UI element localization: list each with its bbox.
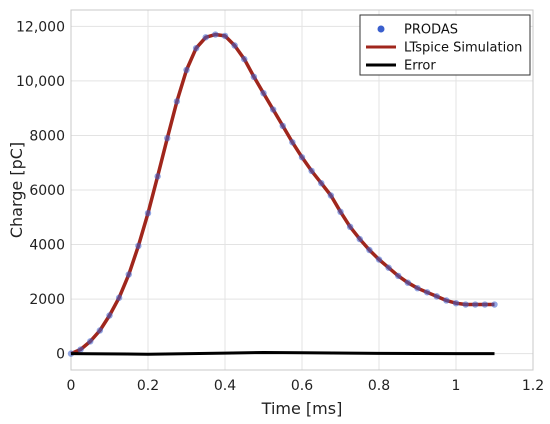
plot-frame	[70, 9, 534, 371]
legend-label-ltspice: LTspice Simulation	[404, 41, 522, 56]
series-point-prodas	[375, 256, 383, 263]
series-point-prodas	[395, 272, 402, 280]
series-point-prodas	[385, 264, 392, 271]
series-point-prodas	[212, 31, 219, 38]
series-point-prodas	[433, 293, 440, 300]
series-point-prodas	[308, 167, 315, 175]
y-tick-label: 0	[56, 347, 65, 363]
x-tick-label: 0.2	[137, 378, 159, 394]
series-point-prodas	[462, 301, 469, 308]
series-point-prodas	[269, 106, 277, 113]
series-point-prodas	[250, 73, 258, 81]
series-point-prodas	[231, 42, 238, 49]
series-point-prodas	[106, 312, 113, 319]
series-point-prodas	[327, 192, 335, 199]
y-tick-label: 12,000	[16, 19, 65, 35]
series-point-prodas	[183, 66, 190, 74]
legend-label-error: Error	[404, 59, 436, 74]
series-layer	[67, 31, 498, 357]
y-axis-title: Charge [pC]	[7, 142, 26, 238]
x-tick-label: 0	[67, 378, 76, 394]
y-tick-label: 4000	[29, 238, 65, 254]
series-point-prodas	[154, 173, 161, 180]
series-point-prodas	[144, 209, 152, 217]
series-point-prodas	[423, 289, 431, 296]
y-axis-ticks: 0 2000 4000 6000 8000 10,000 12,000	[16, 19, 65, 362]
series-point-prodas	[452, 299, 460, 307]
x-tick-label: 0.6	[291, 378, 313, 394]
series-point-prodas	[260, 89, 267, 97]
series-point-prodas	[164, 134, 171, 142]
series-line-error	[70, 350, 495, 356]
legend: PRODAS LTspice Simulation Error	[359, 14, 531, 76]
series-line-ltspice-simulation	[70, 32, 495, 356]
x-tick-label: 0.4	[214, 378, 236, 394]
series-point-prodas	[96, 327, 104, 334]
legend-label-prodas: PRODAS	[404, 23, 458, 38]
series-point-prodas	[366, 246, 373, 254]
series-point-prodas	[135, 242, 142, 250]
series-point-prodas	[279, 122, 286, 130]
y-tick-label: 8000	[29, 128, 65, 144]
series-point-prodas	[404, 279, 412, 286]
series-point-prodas	[443, 297, 450, 304]
series-point-prodas	[115, 294, 123, 301]
series-point-prodas	[241, 55, 248, 63]
series-point-prodas	[173, 98, 181, 105]
y-tick-label: 10,000	[16, 74, 65, 90]
y-tick-label: 2000	[29, 292, 65, 308]
x-axis-title: Time [ms]	[261, 399, 343, 418]
series-point-prodas	[298, 154, 306, 161]
series-point-prodas	[491, 301, 498, 308]
series-point-prodas	[356, 235, 363, 243]
series-point-prodas	[289, 139, 296, 146]
series-point-prodas	[77, 346, 84, 353]
x-tick-label: 0.8	[368, 378, 390, 394]
series-point-prodas	[221, 32, 229, 40]
series-point-prodas	[481, 301, 489, 308]
series-point-prodas	[472, 301, 479, 308]
x-tick-label: 1.2	[522, 378, 544, 394]
series-point-prodas	[337, 208, 344, 216]
legend-marker-prodas	[377, 25, 385, 33]
y-tick-label: 6000	[29, 183, 65, 199]
series-point-prodas	[414, 284, 421, 292]
series-point-prodas	[87, 338, 94, 345]
x-axis-ticks: 0 0.2 0.4 0.6 0.8 1 1.2	[67, 378, 545, 394]
series-point-prodas	[318, 179, 325, 187]
series-point-prodas	[202, 34, 209, 41]
x-tick-label: 1	[452, 378, 461, 394]
series-point-prodas	[192, 44, 200, 52]
series-point-prodas	[125, 271, 132, 278]
series-point-prodas	[346, 223, 354, 231]
